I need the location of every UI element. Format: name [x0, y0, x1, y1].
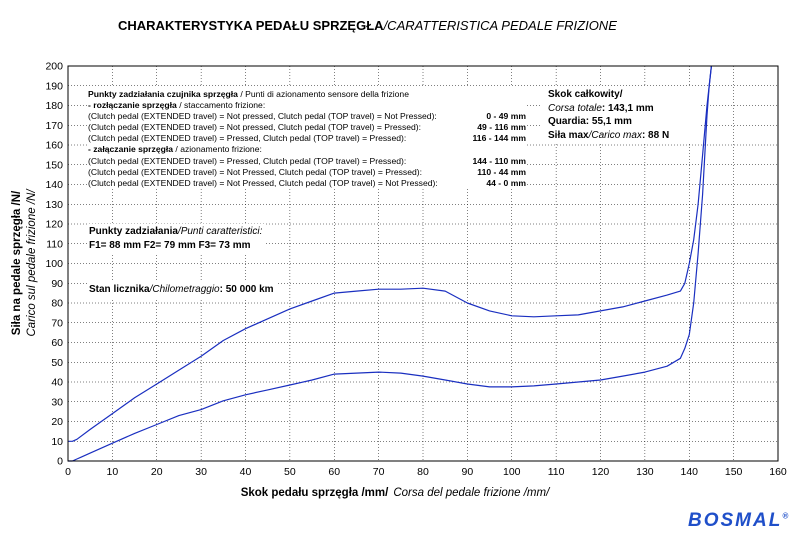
y-tick-label: 120: [45, 219, 63, 231]
x-tick-labels: 0 10 20 30 40 50 60 70 80 90 100 110 120 130 140 150 160: [65, 466, 787, 478]
chart-title-bold: CHARAKTERYSTYKA PEDAŁU SPRZĘGŁA: [118, 18, 384, 33]
y-tick-label: 200: [45, 61, 63, 73]
release-row: (Clutch pedal (EXTENDED travel) = Not pr…: [88, 122, 526, 133]
x-tick-label: 20: [151, 466, 163, 478]
y-tick-label: 150: [45, 159, 63, 171]
series-line-releasing: [68, 65, 712, 462]
engage-row: (Clutch pedal (EXTENDED travel) = Not Pr…: [88, 177, 526, 188]
stroke-heading: Skok całkowity/: [548, 89, 623, 100]
x-tick-label: 40: [240, 466, 252, 478]
series-group: [68, 65, 712, 462]
y-axis-label-bold: Siła na pedale sprzęgła /N/: [11, 190, 23, 335]
y-tick-label: 90: [51, 278, 63, 290]
y-tick-label: 10: [51, 436, 63, 448]
points-heading: Punkty zadziałania/Punti caratteristici:: [89, 226, 263, 237]
x-tick-label: 140: [680, 466, 698, 478]
x-axis-label: Skok pedału sprzęgła /mm/Corsa del pedal…: [241, 487, 551, 499]
plot-frame: [67, 65, 779, 462]
chart-title-italic: /CARATTERISTICA PEDALE FRIZIONE: [383, 18, 617, 33]
points-values: F1= 88 mm F2= 79 mm F3= 73 mm: [89, 239, 251, 251]
x-tick-label: 130: [636, 466, 654, 478]
x-tick-label: 110: [548, 466, 565, 478]
odometer-note: Stan licznika/Chilometraggio: 50 000 km: [88, 282, 278, 298]
stroke-max-force: Siła max/Carico max: 88 N: [548, 129, 670, 141]
y-tick-label: 50: [51, 357, 63, 369]
y-tick-label: 0: [57, 456, 63, 468]
x-tick-label: 0: [65, 466, 71, 478]
stroke-quardia: Quardia: 55,1 mm: [548, 116, 632, 127]
x-tick-label: 50: [284, 466, 296, 478]
engage-row: (Clutch pedal (EXTENDED travel) = Presse…: [88, 155, 526, 166]
y-tick-label: 70: [51, 317, 63, 329]
y-tick-label: 110: [46, 238, 63, 250]
x-tick-label: 10: [107, 466, 119, 478]
y-tick-label: 40: [51, 377, 63, 389]
y-tick-label: 180: [45, 100, 63, 112]
y-tick-label: 100: [45, 258, 63, 270]
y-tick-label: 140: [45, 179, 63, 191]
x-tick-label: 80: [417, 466, 429, 478]
stroke-total: Corsa totale: 143,1 mm: [548, 102, 654, 114]
x-tick-label: 60: [328, 466, 340, 478]
sensor-heading: Punkty zadziałania czujnika sprzęgła / P…: [88, 89, 409, 99]
y-tick-label: 30: [51, 396, 63, 408]
y-tick-label: 130: [45, 199, 63, 211]
y-tick-labels: 0 10 20 30 40 50 60 70 80 90 100 110 120 130 140 150 160…: [45, 61, 63, 468]
y-tick-label: 80: [51, 298, 63, 310]
x-tick-label: 150: [725, 466, 743, 478]
x-tick-label: 160: [769, 466, 787, 478]
bosmal-logo: BOSMAL®: [688, 510, 789, 531]
release-row: (Clutch pedal (EXTENDED travel) = Not pr…: [88, 111, 526, 122]
x-tick-label: 30: [195, 466, 207, 478]
engage-row: (Clutch pedal (EXTENDED travel) = Not Pr…: [88, 166, 526, 177]
release-row: (Clutch pedal (EXTENDED travel) = Presse…: [88, 133, 526, 144]
y-tick-label: 20: [51, 416, 63, 428]
chart-title: CHARAKTERYSTYKA PEDAŁU SPRZĘGŁA/CARATTER…: [118, 18, 617, 33]
y-tick-label: 160: [45, 140, 63, 152]
characteristic-points-note: Punkty zadziałania/Punti caratteristici:…: [88, 224, 267, 253]
x-tick-label: 90: [462, 466, 474, 478]
y-tick-label: 170: [45, 120, 63, 132]
y-axis-label-italic: Carico sul pedale frizione /N/: [26, 188, 38, 337]
x-tick-label: 70: [373, 466, 385, 478]
engage-heading: - załączanie sprzęgła / azionamento friz…: [88, 144, 262, 155]
release-heading: - rozłączanie sprzęgła / staccamento fri…: [88, 100, 266, 111]
series-line-pressing: [68, 65, 712, 442]
y-tick-label: 190: [45, 80, 63, 92]
sensor-points-note: Punkty zadziałania czujnika sprzęgła / P…: [88, 87, 526, 189]
x-axis-label-bold: Skok pedału sprzęgła /mm/: [241, 487, 389, 499]
stroke-note: Skok całkowity/ Corsa totale: 143,1 mm Q…: [542, 87, 700, 144]
x-tick-label: 120: [592, 466, 610, 478]
y-tick-label: 60: [51, 337, 63, 349]
x-tick-label: 100: [503, 466, 521, 478]
x-axis-label-italic: Corsa del pedale frizione /mm/: [393, 487, 551, 499]
